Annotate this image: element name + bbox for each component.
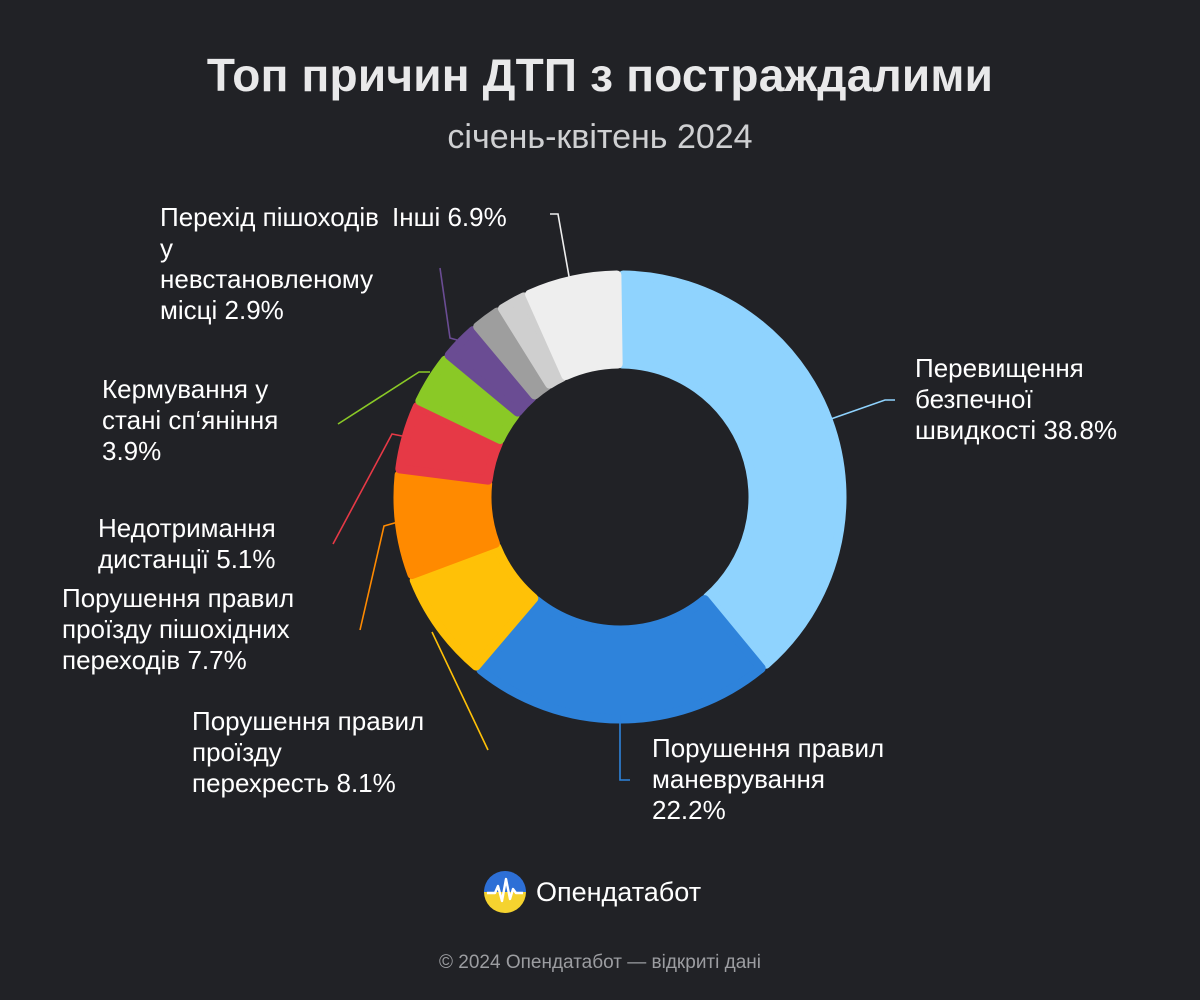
leader-line bbox=[827, 399, 895, 421]
slice-label: Недотримання дистанції 5.1% bbox=[98, 513, 276, 574]
brand-name: Опендатабот bbox=[536, 876, 702, 907]
chart-subtitle: січень-квітень 2024 bbox=[447, 118, 753, 156]
slice-label: Порушення правил проїзду пішохідних перехо… bbox=[62, 583, 294, 675]
leader-line bbox=[359, 521, 399, 631]
slice-label: Перехід пішоходів у невстановленому місці 2… bbox=[160, 202, 379, 325]
donut-slice bbox=[617, 270, 847, 669]
leader-line bbox=[337, 371, 430, 425]
donut-slice bbox=[476, 595, 766, 724]
slice-label: Інші 6.9% bbox=[392, 202, 507, 232]
slice-label: Порушення правил проїзду перехресть 8.1% bbox=[192, 706, 424, 798]
donut-slice bbox=[395, 402, 504, 485]
donut-slice bbox=[393, 470, 500, 580]
donut-slice bbox=[525, 270, 623, 381]
donut-slice bbox=[409, 542, 539, 671]
slice-label: Кермування у стані сп‘яніння 3.9% bbox=[102, 374, 278, 466]
slice-label: Порушення правил маневрування 22.2% bbox=[652, 733, 884, 825]
leader-line bbox=[332, 433, 403, 545]
leader-line bbox=[431, 631, 489, 751]
leader-line bbox=[619, 715, 630, 781]
slice-label: Перевищення безпечної швидкості 38.8% bbox=[915, 353, 1117, 445]
leader-line bbox=[439, 267, 458, 341]
chart-title: Топ причин ДТП з постраждалими bbox=[206, 49, 994, 101]
copyright-footer: © 2024 Опендатабот — відкриті дані bbox=[439, 952, 761, 973]
heartbeat-logo-icon bbox=[484, 871, 526, 913]
brand: Опендатабот bbox=[484, 868, 701, 916]
leader-line bbox=[550, 213, 571, 283]
